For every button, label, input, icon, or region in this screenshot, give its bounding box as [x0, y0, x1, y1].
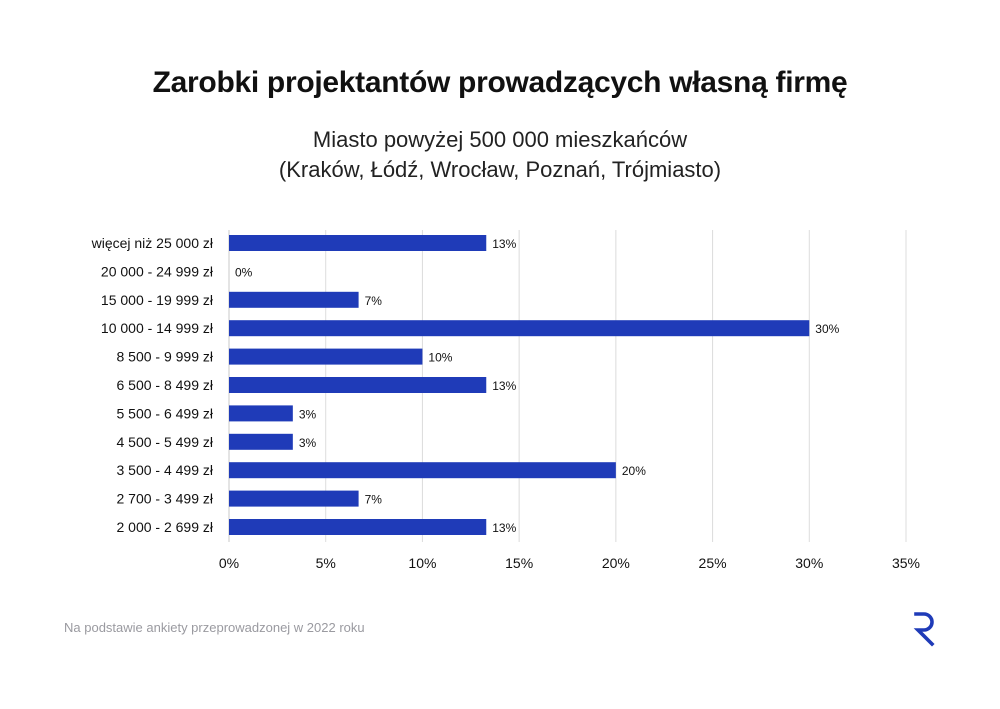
bar: [229, 433, 293, 450]
category-label: 5 500 - 6 499 zł: [116, 405, 213, 421]
bar: [229, 462, 616, 479]
x-tick-label: 30%: [795, 555, 823, 571]
category-label: 10 000 - 14 999 zł: [101, 320, 214, 336]
bar: [229, 235, 487, 251]
bar: [229, 405, 293, 422]
data-label: 20%: [622, 464, 646, 478]
data-label: 13%: [492, 379, 516, 393]
x-tick-label: 20%: [602, 555, 630, 571]
data-label: 0%: [235, 265, 253, 279]
data-label: 7%: [365, 294, 383, 308]
category-label: 4 500 - 5 499 zł: [116, 434, 213, 450]
x-tick-label: 35%: [892, 555, 920, 571]
data-label: 30%: [815, 322, 839, 336]
bar: [229, 377, 487, 393]
x-tick-label: 0%: [219, 555, 239, 571]
category-label: 3 500 - 4 499 zł: [116, 462, 213, 478]
bar: [229, 348, 423, 365]
category-label: 2 000 - 2 699 zł: [116, 519, 213, 535]
data-label: 13%: [492, 521, 516, 535]
data-label: 10%: [428, 351, 452, 365]
category-label: 15 000 - 19 999 zł: [101, 292, 214, 308]
bar: [229, 490, 359, 507]
category-label: 2 700 - 3 499 zł: [116, 491, 213, 507]
category-label: 20 000 - 24 999 zł: [101, 263, 214, 279]
bar: [229, 519, 487, 535]
category-label: więcej niż 25 000 zł: [91, 235, 214, 251]
x-tick-label: 5%: [316, 555, 336, 571]
data-label: 3%: [299, 407, 317, 421]
category-label: 6 500 - 8 499 zł: [116, 377, 213, 393]
chart-title: Zarobki projektantów prowadzących własną…: [152, 66, 848, 99]
x-tick-label: 25%: [699, 555, 727, 571]
bar: [229, 320, 810, 337]
data-label: 3%: [299, 436, 317, 450]
data-label: 7%: [365, 493, 383, 507]
footnote: Na podstawie ankiety przeprowadzonej w 2…: [64, 620, 365, 635]
data-label: 13%: [492, 237, 516, 251]
bar: [229, 291, 359, 308]
x-tick-label: 10%: [408, 555, 436, 571]
category-label: 8 500 - 9 999 zł: [116, 349, 213, 365]
x-tick-label: 15%: [505, 555, 533, 571]
chart-subtitle-line-1: Miasto powyżej 500 000 mieszkańców: [312, 127, 688, 152]
chart-subtitle-line-2: (Kraków, Łódź, Wrocław, Poznań, Trójmias…: [278, 157, 722, 182]
r-logo-icon: [913, 612, 935, 647]
